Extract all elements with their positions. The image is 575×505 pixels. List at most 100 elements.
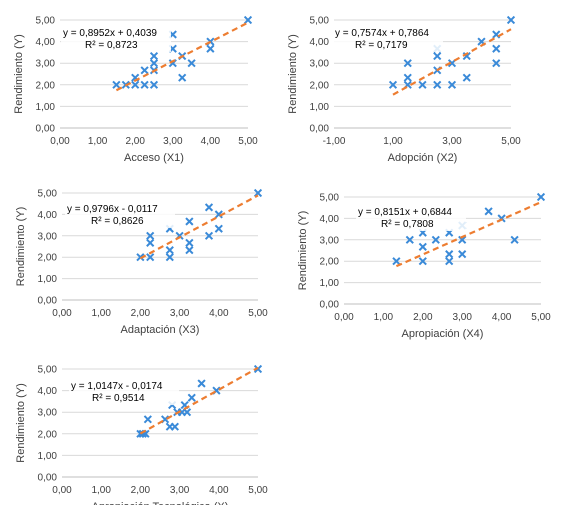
y-tick-label: 0,00: [36, 124, 56, 135]
data-point-stroke: [433, 51, 442, 61]
x-tick-label: 0,00: [50, 136, 70, 147]
x-tick-label: 5,00: [238, 136, 258, 147]
data-point-stroke: [149, 80, 159, 89]
data-point: [458, 235, 467, 244]
data-point-stroke: [447, 80, 457, 89]
data-point: [143, 415, 152, 424]
data-point: [185, 246, 194, 255]
data-point: [206, 44, 215, 53]
y-tick-label: 5,00: [310, 16, 330, 27]
data-point: [187, 393, 196, 402]
data-point: [170, 422, 180, 431]
y-tick-label: 3,00: [38, 231, 58, 242]
y-tick-label: 5,00: [38, 189, 58, 200]
y-tick-label: 0,00: [310, 124, 330, 135]
data-point: [204, 231, 214, 240]
x-tick-label: 3,00: [163, 136, 183, 147]
y-tick-label: 0,00: [38, 473, 58, 484]
y-tick-label: 4,00: [38, 386, 58, 397]
data-point: [403, 59, 412, 68]
data-point: [146, 253, 155, 262]
r-squared-label: R² = 0,9514: [92, 393, 145, 404]
data-point-stroke: [510, 235, 519, 244]
data-point: [447, 80, 457, 89]
y-tick-label: 3,00: [310, 59, 330, 70]
trendline-equation: y = 0,8952x + 0,4039: [63, 28, 157, 39]
x-tick-label: 2,00: [131, 308, 151, 319]
r-squared-label: R² = 0,8723: [85, 40, 138, 51]
data-point-stroke: [141, 429, 150, 438]
data-point: [131, 80, 140, 89]
data-point-stroke: [178, 73, 187, 82]
data-point: [185, 217, 194, 226]
y-tick-label: 5,00: [36, 16, 56, 27]
r-squared-label: R² = 0,7179: [355, 40, 408, 51]
data-point-stroke: [149, 51, 159, 61]
data-point-stroke: [403, 73, 412, 82]
data-point: [403, 73, 412, 82]
y-tick-label: 4,00: [36, 37, 56, 48]
y-tick-label: 0,00: [38, 296, 58, 307]
trendline: [392, 28, 512, 96]
data-point: [140, 66, 149, 75]
data-point-stroke: [131, 73, 140, 82]
x-tick-label: 0,00: [334, 312, 354, 323]
x-tick-label: 2,00: [131, 485, 151, 496]
y-tick-label: 1,00: [38, 451, 58, 462]
data-point-stroke: [185, 238, 194, 247]
data-point: [536, 192, 546, 202]
y-tick-label: 3,00: [36, 59, 56, 70]
x-axis-title: Adaptación (X3): [121, 324, 200, 336]
x-axis-title: Apropiación (X4): [402, 328, 484, 340]
x-axis-title: Acceso (X1): [124, 152, 184, 164]
x-tick-label: 5,00: [248, 308, 268, 319]
y-axis-title: Rendimiento (Y): [15, 207, 27, 286]
trendline-equation: y = 1,0147x - 0,0174: [71, 381, 163, 392]
y-tick-label: 1,00: [310, 102, 330, 113]
data-point-stroke: [418, 242, 427, 251]
trendline-equation: y = 0,7574x + 0,7864: [335, 28, 429, 39]
y-tick-label: 4,00: [320, 214, 340, 225]
data-point-stroke: [492, 59, 501, 68]
x-tick-label: 2,00: [413, 312, 433, 323]
data-point: [447, 59, 457, 68]
r-squared-label: R² = 0,7808: [381, 219, 434, 230]
data-point-stroke: [418, 257, 427, 266]
data-point-stroke: [204, 231, 214, 240]
y-tick-label: 2,00: [310, 80, 330, 91]
data-point-stroke: [447, 59, 457, 68]
chart-5: 0,00 1,00 2,00 3,00 4,00 5,00 0,00 1,00 2,00 3,00…: [15, 365, 268, 505]
data-point: [388, 80, 398, 89]
data-point-stroke: [146, 238, 155, 247]
data-point: [445, 257, 454, 266]
data-point-stroke: [112, 80, 121, 89]
data-point: [243, 15, 253, 25]
chart-4: 0,00 1,00 2,00 3,00 4,00 5,00 0,00 1,00 2,00 3,00…: [297, 193, 551, 341]
data-point-stroke: [392, 257, 401, 266]
data-point-stroke: [140, 80, 149, 89]
data-point-stroke: [462, 73, 471, 82]
y-tick-label: 3,00: [38, 408, 58, 419]
data-point-stroke: [206, 44, 215, 53]
y-tick-label: 4,00: [38, 210, 58, 221]
data-point-stroke: [462, 51, 471, 61]
r-squared-label: R² = 0,8626: [91, 216, 144, 227]
data-point-stroke: [388, 80, 398, 89]
data-point-stroke: [185, 217, 194, 226]
data-point-stroke: [182, 408, 192, 417]
data-point-stroke: [170, 422, 180, 431]
data-point: [433, 80, 442, 89]
data-point: [204, 203, 214, 212]
x-tick-label: 5,00: [248, 485, 268, 496]
equation-background: [69, 379, 179, 405]
data-point: [253, 188, 263, 198]
data-point-stroke: [165, 246, 174, 255]
y-axis-title: Rendimiento (Y): [287, 34, 299, 113]
data-point-stroke: [506, 15, 516, 25]
data-point: [140, 80, 149, 89]
y-tick-label: 4,00: [310, 37, 330, 48]
x-tick-label: 4,00: [492, 312, 512, 323]
x-tick-label: 5,00: [501, 136, 521, 147]
data-point-stroke: [214, 224, 223, 233]
data-point-stroke: [146, 253, 155, 262]
